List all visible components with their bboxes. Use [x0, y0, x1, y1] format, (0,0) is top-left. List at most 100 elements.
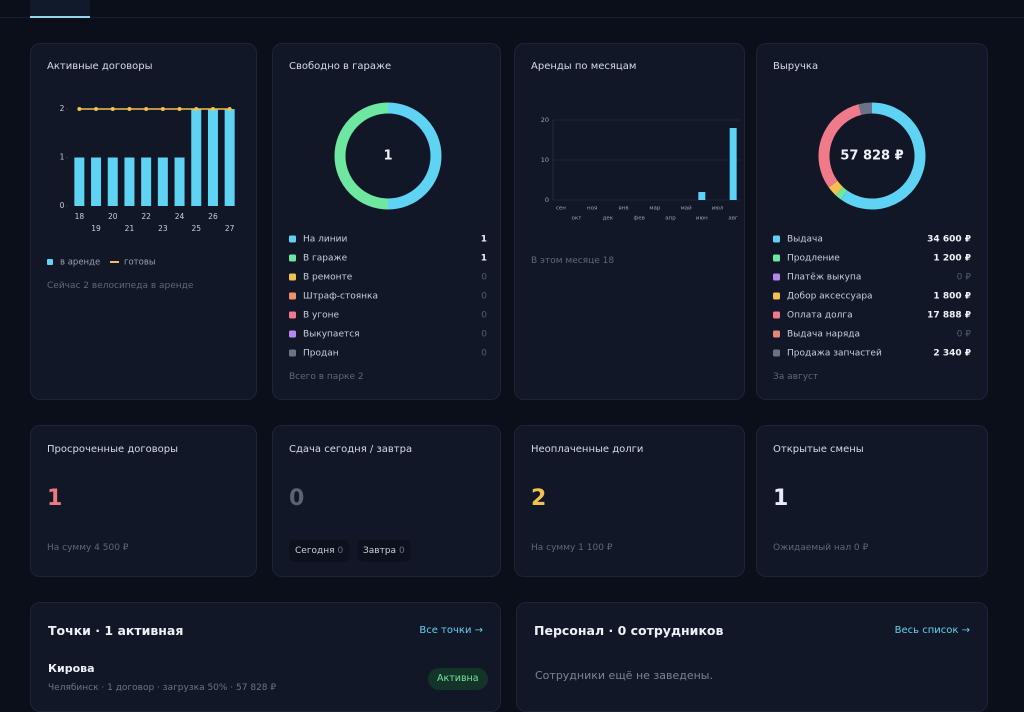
stat-footer: Ожидаемый нал 0 ₽ — [773, 543, 869, 553]
x-tick-label: май — [681, 205, 693, 212]
chip-label: Сегодня — [295, 546, 335, 556]
x-tick-label: 24 — [175, 212, 185, 221]
stat-title: Сдача сегодня / завтра — [289, 444, 413, 455]
legend-value: 0 — [481, 273, 487, 283]
x-tick-label: 19 — [91, 224, 101, 233]
line-point — [210, 107, 215, 111]
legend-label: В ремонте — [303, 273, 353, 283]
panel-title: Персонал · 0 сотрудников — [534, 623, 724, 638]
legend-label: Выкупается — [303, 330, 360, 340]
legend-value: 1 800 ₽ — [933, 292, 971, 302]
x-tick-label: мар — [649, 206, 661, 212]
chip[interactable]: Сегодня 0 — [289, 540, 350, 562]
stat-title: Неоплаченные долги — [531, 444, 644, 455]
bar — [141, 157, 152, 206]
point-name[interactable]: Кирова — [48, 662, 95, 675]
legend-value: 0 — [481, 311, 487, 321]
stat-card: Сдача сегодня / завтра 0 Сегодня 0 Завтр… — [272, 425, 501, 577]
legend-label: В гараже — [303, 254, 348, 264]
line-point — [194, 107, 199, 111]
legend-swatch — [289, 349, 296, 357]
bar — [224, 109, 235, 206]
chip-value: 0 — [337, 546, 344, 556]
card-revenue: Выручка Выдача 34 600 ₽ Продление 1 200 ₽ Пл… — [756, 43, 988, 400]
chart: Выдача 34 600 ₽ Продление 1 200 ₽ Платёж вык… — [773, 102, 972, 359]
legend-swatch — [47, 259, 53, 265]
bar — [107, 157, 118, 206]
stat-title: Просроченные договоры — [47, 444, 178, 455]
panel-link[interactable]: Весь список → — [894, 625, 970, 636]
legend-swatch — [773, 292, 780, 300]
legend-label: Выдача — [787, 235, 823, 245]
stat-value: 1 — [47, 486, 63, 511]
legend-swatch — [289, 254, 296, 262]
card-title: Выручка — [773, 61, 819, 72]
panel-link[interactable]: Все точки → — [419, 625, 483, 636]
legend-label: Продление — [787, 254, 840, 264]
donut-segment — [835, 187, 848, 200]
chart: 0 10 20 сеноктноядекянвфевмарапрмайиюниюлав… — [541, 116, 741, 222]
x-tick-label: сен — [556, 206, 566, 212]
donut-segment — [818, 104, 862, 188]
legend-value: 1 — [481, 254, 487, 264]
bar — [74, 157, 85, 206]
stat-value: 2 — [531, 486, 547, 511]
top-nav — [0, 0, 1024, 18]
legend-swatch — [289, 273, 296, 281]
line-point — [77, 107, 82, 111]
y-tick-label: 0 — [545, 196, 549, 204]
active-tab[interactable] — [30, 0, 90, 18]
legend-value: 1 200 ₽ — [933, 254, 971, 264]
card-title: Активные договоры — [47, 61, 153, 72]
bar — [124, 157, 135, 206]
legend-value: 0 ₽ — [957, 330, 972, 340]
x-tick-label: 22 — [141, 212, 151, 221]
y-tick-label: 2 — [60, 104, 65, 113]
bar — [207, 109, 218, 206]
donut-segment — [828, 180, 844, 196]
stat-card: Неоплаченные долги 2 На сумму 1 100 ₽ — [514, 425, 745, 577]
legend-swatch — [773, 311, 780, 319]
donut-center-label: 1 — [383, 149, 392, 164]
bar — [698, 192, 706, 200]
stat-value: 1 — [773, 486, 789, 511]
legend-label: в аренде — [60, 258, 100, 268]
panel-staff: Персонал · 0 сотрудников Весь список → С… — [516, 602, 988, 712]
y-tick-label: 0 — [60, 201, 65, 210]
x-tick-label: 21 — [125, 224, 135, 233]
stat-title: Открытые смены — [773, 444, 864, 455]
chip-label: Завтра — [363, 546, 397, 556]
x-tick-label: 20 — [108, 212, 118, 221]
legend-value: 0 — [481, 349, 487, 359]
x-tick-label: апр — [665, 216, 676, 222]
chip[interactable]: Завтра 0 — [357, 540, 411, 562]
line-point — [127, 107, 132, 111]
status-badge: Активна — [428, 668, 488, 690]
x-tick-label: фев — [634, 216, 645, 222]
card-active-contracts: Активные договоры 0 1 2 18 19 20 21 22 23 24 25 26 2… — [30, 43, 257, 400]
x-tick-label: окт — [572, 216, 583, 222]
card-footer: За август — [773, 372, 819, 382]
legend-value: 2 340 ₽ — [933, 349, 971, 359]
stat-footer: На сумму 4 500 ₽ — [47, 543, 129, 553]
legend-label: В угоне — [303, 311, 339, 321]
donut-segment — [387, 102, 442, 210]
legend-swatch — [289, 330, 296, 338]
legend-label: готовы — [124, 258, 156, 268]
x-tick-label: ноя — [587, 206, 597, 212]
donut-center-label: 57 828 ₽ — [840, 149, 903, 164]
x-tick-label: авг — [728, 216, 738, 222]
x-tick-label: 18 — [75, 212, 85, 221]
donut-segment — [841, 102, 926, 210]
chart: 0 1 2 18 19 20 21 22 23 24 25 26 27 в аренде готовы — [47, 104, 235, 268]
x-tick-label: 26 — [208, 212, 218, 221]
stat-card: Просроченные договоры 1 На сумму 4 500 ₽ — [30, 425, 257, 577]
x-tick-label: июл — [712, 206, 724, 212]
y-tick-label: 10 — [541, 156, 549, 164]
legend-swatch — [773, 349, 780, 357]
legend-swatch — [289, 235, 296, 243]
line-point — [160, 107, 165, 111]
donut-segment — [858, 102, 873, 115]
bar — [729, 128, 737, 200]
